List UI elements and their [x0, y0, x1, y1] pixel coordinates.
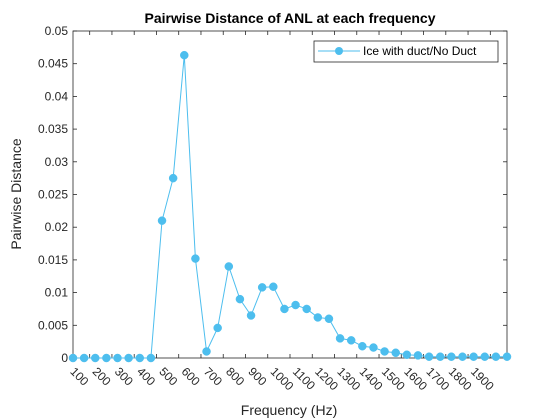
plot-area	[72, 30, 508, 359]
data-point	[191, 254, 200, 263]
data-point	[324, 314, 334, 324]
data-point	[157, 216, 167, 225]
data-point	[280, 304, 289, 314]
x-tick-label: 1200	[312, 364, 341, 393]
data-point	[246, 311, 256, 320]
x-tick-label: 400	[134, 364, 158, 388]
data-point	[235, 294, 245, 304]
x-tick-label: 600	[179, 364, 203, 388]
x-tick-label: 300	[112, 364, 136, 388]
y-axis: 0 0.005 0.01 0.015 0.02 0.025 0.03 0.035 0.04 0.0…	[38, 24, 507, 365]
data-point	[413, 351, 423, 360]
data-point	[269, 282, 278, 291]
data-point	[346, 336, 356, 345]
data-point	[302, 304, 311, 314]
x-tick-label: 1500	[379, 364, 408, 393]
x-tick-label: 500	[156, 364, 180, 388]
y-tick-label: 0.01	[45, 286, 69, 300]
data-point	[180, 50, 189, 60]
data-point	[202, 347, 211, 356]
series-line	[73, 55, 507, 359]
data-point	[480, 352, 489, 361]
x-tick-label: 1800	[446, 364, 475, 393]
data-point	[458, 352, 467, 361]
x-tick-label: 700	[201, 364, 225, 388]
data-point	[469, 352, 478, 361]
y-tick-label: 0.02	[45, 220, 69, 234]
data-point	[257, 283, 267, 292]
data-point	[369, 343, 378, 352]
data-point	[424, 352, 434, 361]
data-point	[224, 262, 234, 271]
y-tick-label: 0.05	[45, 24, 69, 38]
y-tick-label: 0.025	[38, 188, 68, 202]
x-tick-label: 1400	[357, 364, 386, 393]
x-tick-label: 1700	[423, 364, 452, 393]
x-tick-label: 1900	[468, 364, 497, 393]
y-tick-label: 0.03	[45, 155, 69, 169]
x-tick-label: 1600	[401, 364, 430, 393]
y-tick-label: 0.04	[45, 89, 69, 103]
y-tick-label: 0.005	[38, 318, 68, 332]
legend-box	[313, 40, 499, 63]
x-tick-label: 800	[223, 364, 247, 388]
y-tick-label: 0	[61, 351, 68, 365]
data-point	[79, 353, 89, 363]
x-tick-label: 1100	[290, 364, 318, 392]
data-point	[135, 353, 145, 363]
data-point	[102, 353, 111, 363]
y-tick-label: 0.015	[38, 253, 68, 267]
legend-marker-swatch	[335, 47, 343, 55]
x-axis-label: Frequency (Hz)	[241, 402, 337, 418]
legend: Ice with duct/No Duct	[313, 40, 499, 63]
x-tick-label: 1300	[334, 364, 363, 393]
x-tick-label: 200	[90, 364, 114, 388]
data-point	[91, 353, 100, 363]
data-point	[391, 348, 400, 358]
data-point	[168, 173, 178, 183]
data-point	[380, 347, 389, 356]
x-tick-label: 1000	[268, 364, 297, 393]
data-point	[402, 350, 412, 359]
data-point	[113, 353, 122, 363]
x-tick-label: 900	[245, 364, 269, 388]
chart-title: Pairwise Distance of ANL at each frequen…	[145, 10, 436, 26]
data-point	[335, 334, 345, 343]
data-point	[491, 352, 501, 361]
data-point	[435, 352, 445, 361]
data-point	[447, 352, 456, 361]
data-point	[146, 353, 156, 363]
y-axis-label: Pairwise Distance	[8, 138, 24, 249]
data-point	[124, 353, 133, 363]
x-tick-label: 100	[67, 364, 91, 388]
y-tick-label: 0.045	[38, 57, 68, 71]
data-point	[313, 313, 323, 322]
data-point	[502, 352, 512, 361]
y-tick-label: 0.035	[38, 122, 68, 136]
data-point	[68, 353, 78, 363]
data-point	[291, 300, 300, 310]
series-layer	[68, 50, 512, 363]
legend-entry-label: Ice with duct/No Duct	[363, 44, 477, 58]
data-point	[213, 323, 222, 333]
data-point	[358, 341, 367, 351]
